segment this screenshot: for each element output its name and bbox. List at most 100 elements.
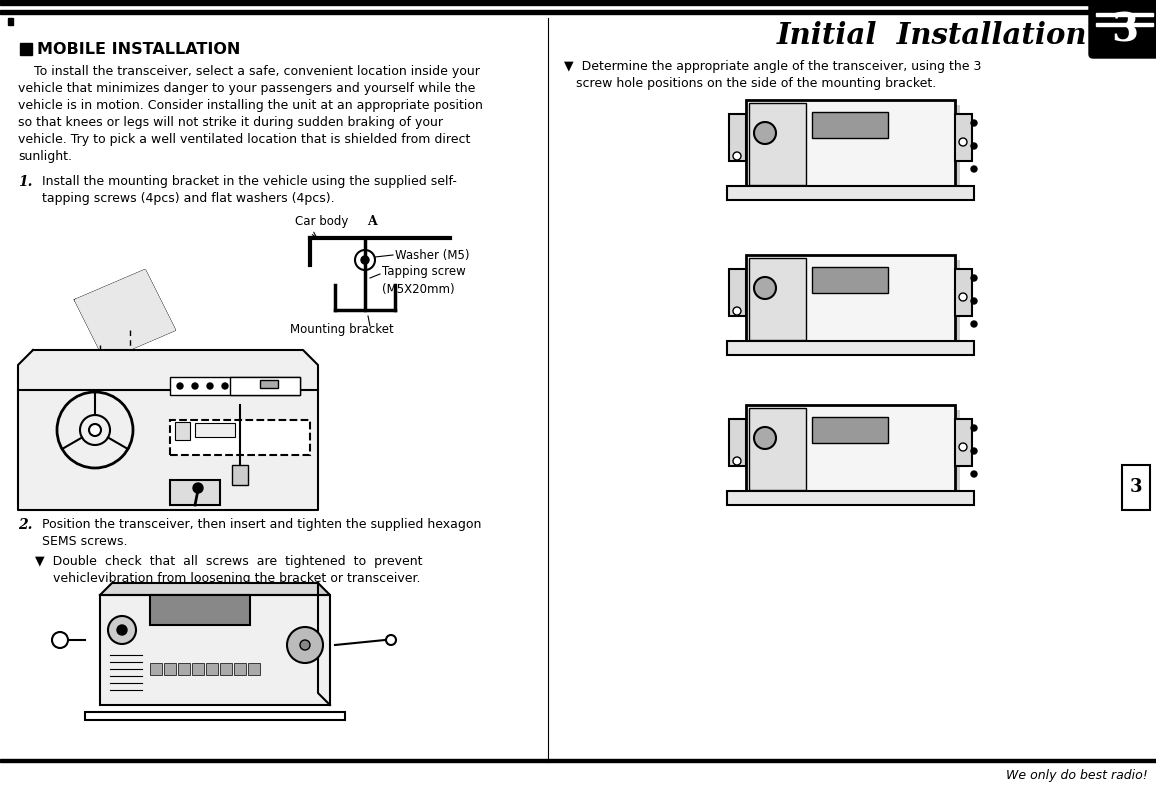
Bar [170, 420, 310, 455]
Bar [812, 112, 888, 138]
Bar [746, 100, 955, 190]
Text: 3: 3 [1111, 12, 1138, 50]
Text: sunlight.: sunlight. [18, 150, 72, 163]
Circle shape [754, 122, 776, 144]
Text: Car body: Car body [295, 215, 348, 228]
Text: We only do best radio!: We only do best radio! [1006, 769, 1148, 782]
Bar [746, 405, 955, 495]
Bar [729, 269, 746, 316]
Circle shape [287, 627, 323, 663]
Bar [749, 258, 806, 340]
Text: vehicle is in motion. Consider installing the unit at an appropriate position: vehicle is in motion. Consider installin… [18, 99, 483, 112]
Circle shape [971, 143, 977, 149]
Circle shape [971, 120, 977, 126]
Bar [1096, 13, 1153, 16]
Text: vehicle. Try to pick a well ventilated location that is shielded from direct: vehicle. Try to pick a well ventilated l… [18, 133, 470, 146]
Bar [955, 419, 972, 466]
Text: ▼  Double  check  that  all  screws  are  tightened  to  prevent: ▼ Double check that all screws are tight… [35, 555, 422, 568]
FancyBboxPatch shape [1089, 0, 1156, 58]
Bar [164, 663, 176, 675]
Text: SEMS screws.: SEMS screws. [42, 535, 127, 548]
Bar [206, 663, 218, 675]
Bar [729, 114, 746, 161]
Bar [150, 663, 162, 675]
Bar [175, 422, 190, 440]
Bar [170, 480, 220, 505]
Circle shape [52, 632, 68, 648]
Text: A: A [368, 215, 377, 228]
Bar [727, 341, 975, 355]
Circle shape [222, 383, 228, 389]
Bar [746, 255, 955, 345]
Circle shape [193, 483, 203, 493]
Bar [751, 260, 959, 350]
Bar [749, 103, 806, 185]
Text: Washer (M5): Washer (M5) [395, 249, 469, 261]
Bar [751, 105, 959, 195]
Bar [0, 10, 1156, 14]
Circle shape [959, 138, 968, 146]
Circle shape [117, 625, 127, 635]
Circle shape [971, 166, 977, 172]
Bar [812, 417, 888, 443]
Bar [232, 465, 249, 485]
Circle shape [207, 383, 213, 389]
Circle shape [108, 616, 136, 644]
Circle shape [386, 635, 397, 645]
Text: Initial  Installation: Initial Installation [777, 21, 1087, 50]
Circle shape [971, 275, 977, 281]
Bar [812, 267, 888, 293]
Bar [8, 18, 13, 25]
Bar [220, 663, 232, 675]
Bar [0, 759, 1156, 762]
Bar [749, 408, 806, 490]
Circle shape [971, 448, 977, 454]
Polygon shape [318, 583, 329, 705]
Bar [955, 269, 972, 316]
Text: Position the transceiver, then insert and tighten the supplied hexagon: Position the transceiver, then insert an… [42, 518, 481, 531]
Bar [1096, 23, 1153, 26]
Bar [1118, 18, 1121, 25]
Text: Mounting bracket: Mounting bracket [290, 323, 394, 337]
Text: 1.: 1. [18, 175, 32, 189]
Circle shape [754, 427, 776, 449]
Bar [260, 380, 277, 388]
Bar [195, 423, 235, 437]
Text: screw hole positions on the side of the mounting bracket.: screw hole positions on the side of the … [564, 77, 936, 90]
Bar [729, 419, 746, 466]
Circle shape [971, 298, 977, 304]
Polygon shape [18, 350, 318, 510]
Bar [234, 663, 246, 675]
Circle shape [733, 152, 741, 160]
Text: To install the transceiver, select a safe, convenient location inside your: To install the transceiver, select a saf… [18, 65, 480, 78]
Text: vehiclevibration from loosening the bracket or transceiver.: vehiclevibration from loosening the brac… [53, 572, 421, 585]
Text: so that knees or legs will not strike it during sudden braking of your: so that knees or legs will not strike it… [18, 116, 443, 129]
Circle shape [733, 457, 741, 465]
Text: ▼  Determine the appropriate angle of the transceiver, using the 3: ▼ Determine the appropriate angle of the… [564, 60, 981, 73]
Circle shape [89, 424, 101, 436]
Bar [955, 114, 972, 161]
Circle shape [971, 425, 977, 431]
Bar [170, 377, 301, 395]
Text: MOBILE INSTALLATION: MOBILE INSTALLATION [37, 42, 240, 57]
Bar [178, 663, 190, 675]
Text: vehicle that minimizes danger to your passengers and yourself while the: vehicle that minimizes danger to your pa… [18, 82, 475, 95]
Polygon shape [75, 270, 175, 360]
Text: (M5X20mm): (M5X20mm) [381, 283, 454, 297]
Bar [1122, 465, 1150, 510]
Bar [727, 491, 975, 505]
Circle shape [361, 256, 369, 264]
Circle shape [301, 640, 310, 650]
Circle shape [192, 383, 198, 389]
Bar [150, 595, 250, 625]
Bar [20, 43, 32, 55]
Circle shape [959, 443, 968, 451]
Text: Install the mounting bracket in the vehicle using the supplied self-: Install the mounting bracket in the vehi… [42, 175, 457, 188]
Text: 2.: 2. [18, 518, 32, 532]
Circle shape [733, 307, 741, 315]
Text: 3: 3 [1129, 478, 1142, 496]
Bar [192, 663, 203, 675]
Bar [751, 410, 959, 500]
Bar [86, 712, 344, 720]
Circle shape [971, 471, 977, 477]
